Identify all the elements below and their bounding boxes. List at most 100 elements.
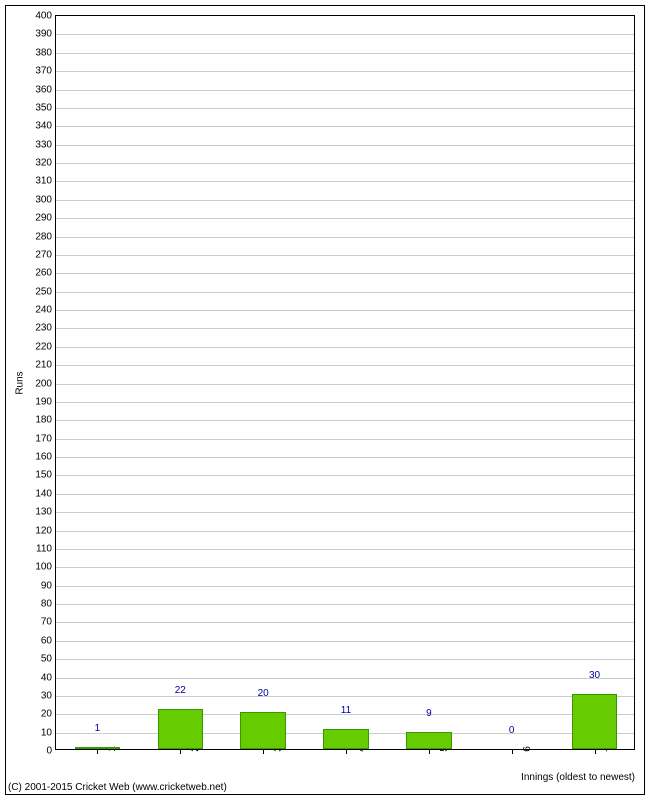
y-tick-label: 240 (35, 305, 56, 316)
bar (158, 709, 204, 749)
y-tick-label: 280 (35, 231, 56, 242)
gridline (56, 163, 634, 164)
y-tick-label: 390 (35, 29, 56, 40)
y-tick-label: 220 (35, 341, 56, 352)
gridline (56, 34, 634, 35)
copyright-text: (C) 2001-2015 Cricket Web (www.cricketwe… (8, 782, 227, 793)
x-tick-mark (429, 749, 430, 754)
gridline (56, 310, 634, 311)
y-tick-label: 130 (35, 507, 56, 518)
gridline (56, 512, 634, 513)
y-tick-label: 290 (35, 213, 56, 224)
gridline (56, 237, 634, 238)
y-tick-label: 70 (41, 617, 56, 628)
bar (406, 732, 452, 749)
gridline (56, 641, 634, 642)
gridline (56, 181, 634, 182)
gridline (56, 365, 634, 366)
bar-value-label: 22 (175, 685, 186, 696)
gridline (56, 218, 634, 219)
gridline (56, 90, 634, 91)
y-tick-label: 310 (35, 176, 56, 187)
bar (75, 747, 121, 749)
x-tick-label: 6 (512, 746, 533, 752)
y-tick-label: 150 (35, 470, 56, 481)
y-tick-label: 120 (35, 525, 56, 536)
y-tick-label: 170 (35, 433, 56, 444)
gridline (56, 71, 634, 72)
gridline (56, 126, 634, 127)
gridline (56, 457, 634, 458)
bar (323, 729, 369, 749)
gridline (56, 549, 634, 550)
gridline (56, 273, 634, 274)
y-tick-label: 140 (35, 488, 56, 499)
gridline (56, 402, 634, 403)
gridline (56, 255, 634, 256)
y-tick-label: 10 (41, 727, 56, 738)
y-tick-label: 50 (41, 654, 56, 665)
bar-value-label: 1 (95, 723, 101, 734)
y-tick-label: 350 (35, 102, 56, 113)
y-tick-label: 320 (35, 158, 56, 169)
gridline (56, 494, 634, 495)
bar-value-label: 20 (258, 688, 269, 699)
bar-value-label: 11 (341, 705, 351, 716)
y-tick-label: 90 (41, 580, 56, 591)
gridline (56, 586, 634, 587)
bar (240, 712, 286, 749)
gridline (56, 622, 634, 623)
x-tick-mark (263, 749, 264, 754)
gridline (56, 108, 634, 109)
y-tick-label: 100 (35, 562, 56, 573)
y-tick-label: 360 (35, 84, 56, 95)
y-tick-label: 370 (35, 66, 56, 77)
gridline (56, 347, 634, 348)
y-tick-label: 30 (41, 690, 56, 701)
y-tick-label: 270 (35, 249, 56, 260)
bar-value-label: 30 (589, 670, 600, 681)
gridline (56, 420, 634, 421)
gridline (56, 292, 634, 293)
bar-value-label: 9 (426, 708, 432, 719)
y-tick-label: 210 (35, 360, 56, 371)
gridline (56, 659, 634, 660)
gridline (56, 328, 634, 329)
y-tick-label: 200 (35, 378, 56, 389)
gridline (56, 384, 634, 385)
y-tick-label: 250 (35, 286, 56, 297)
gridline (56, 567, 634, 568)
y-tick-label: 80 (41, 599, 56, 610)
y-tick-label: 160 (35, 452, 56, 463)
y-tick-label: 340 (35, 121, 56, 132)
bar (572, 694, 618, 749)
y-tick-label: 20 (41, 709, 56, 720)
bar-value-label: 0 (509, 725, 515, 736)
y-tick-label: 260 (35, 268, 56, 279)
gridline (56, 200, 634, 201)
y-axis-label: Runs (15, 371, 26, 394)
x-axis-label: Innings (oldest to newest) (521, 772, 635, 783)
y-tick-label: 330 (35, 139, 56, 150)
x-tick-mark (595, 749, 596, 754)
gridline (56, 604, 634, 605)
gridline (56, 678, 634, 679)
y-tick-label: 0 (46, 746, 56, 757)
gridline (56, 145, 634, 146)
y-tick-label: 230 (35, 323, 56, 334)
gridline (56, 475, 634, 476)
y-tick-label: 190 (35, 396, 56, 407)
y-tick-label: 380 (35, 47, 56, 58)
y-tick-label: 400 (35, 11, 56, 22)
x-tick-mark (180, 749, 181, 754)
plot-area: 0102030405060708090100110120130140150160… (55, 15, 635, 750)
y-tick-label: 300 (35, 194, 56, 205)
gridline (56, 531, 634, 532)
y-tick-label: 180 (35, 415, 56, 426)
gridline (56, 439, 634, 440)
y-tick-label: 60 (41, 635, 56, 646)
y-tick-label: 110 (36, 543, 56, 554)
y-tick-label: 40 (41, 672, 56, 683)
x-tick-mark (97, 749, 98, 754)
gridline (56, 696, 634, 697)
